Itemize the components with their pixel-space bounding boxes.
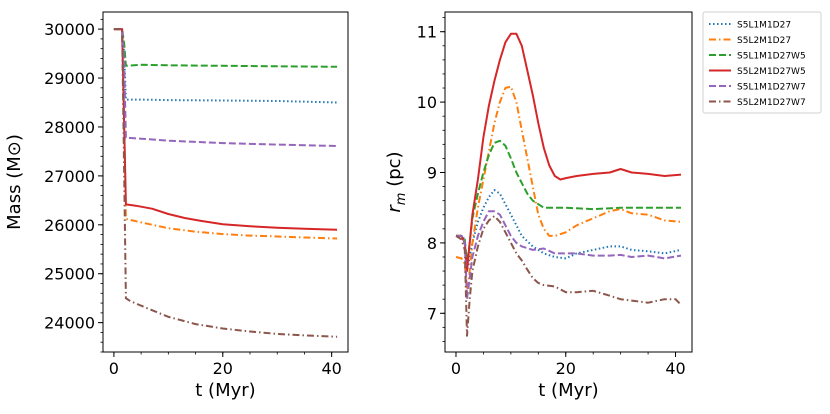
y-tick-label: 30000	[44, 20, 95, 39]
series-line-s5l1m1d27w7	[456, 210, 682, 301]
y-tick-label: 27000	[44, 167, 95, 186]
x-axis-label: t (Myr)	[538, 380, 598, 401]
mass-panel: 0 20 40 24000 25000 26000 27000 28000 29000 30000…	[4, 11, 349, 401]
y-tick-label: 29000	[44, 69, 95, 88]
series-line-s5l2m1d27	[455, 85, 682, 294]
x-axis-label: t (Myr)	[195, 380, 255, 401]
legend-entry-label: S5L1M1D27W7	[737, 83, 806, 93]
axes-frame	[444, 11, 693, 353]
series-line-s5l1m1d27w5	[113, 28, 338, 68]
y-tick-label: 11	[417, 23, 437, 42]
series-line-s5l1m1d27	[456, 189, 682, 272]
x-tick-label: 0	[109, 359, 119, 378]
legend-entry-label: S5L2M1D27W7	[737, 98, 806, 108]
legend-box	[702, 11, 822, 114]
y-tick-label: 26000	[44, 216, 95, 235]
series-line-s5l2m1d27w7	[455, 215, 682, 337]
legend-entry-label: S5L1M1D27W5	[737, 52, 806, 62]
series-line-s5l1m1d27w5	[456, 139, 681, 265]
y-axis-label: rm (pc)	[384, 151, 409, 212]
legend-entry-label: S5L2M1D27	[737, 36, 791, 46]
y-tick-label: 8	[427, 234, 437, 253]
x-tick-label: 40	[321, 359, 341, 378]
series-line-s5l2m1d27w5	[456, 32, 682, 272]
legend-entry-label: S5L2M1D27W5	[737, 67, 806, 77]
y-tick-label: 24000	[44, 314, 95, 333]
x-tick-label: 40	[665, 359, 685, 378]
y-tick-label: 10	[417, 93, 437, 112]
y-tick-label: 28000	[44, 118, 95, 137]
x-tick-label: 20	[556, 359, 576, 378]
radius-panel: 0 20 40 7 8 9 10 11 t (Myr) rm (pc)	[384, 11, 693, 401]
series-line-s5l2m1d27w5	[113, 28, 338, 231]
y-tick-label: 25000	[44, 265, 95, 284]
x-tick-label: 0	[451, 359, 461, 378]
legend: S5L1M1D27 S5L2M1D27 S5L1M1D27W5 S5L2M1D27W5…	[702, 11, 822, 114]
series-line-s5l2m1d27w7	[113, 28, 338, 338]
series-line-s5l1m1d27w7	[113, 28, 338, 147]
y-axis-label: Mass (M⊙)	[4, 134, 25, 230]
legend-entry-label: S5L1M1D27	[737, 21, 791, 31]
x-tick-label: 20	[213, 359, 233, 378]
y-tick-label: 9	[427, 163, 437, 182]
y-tick-label: 7	[427, 304, 437, 323]
axes-frame	[102, 11, 349, 353]
